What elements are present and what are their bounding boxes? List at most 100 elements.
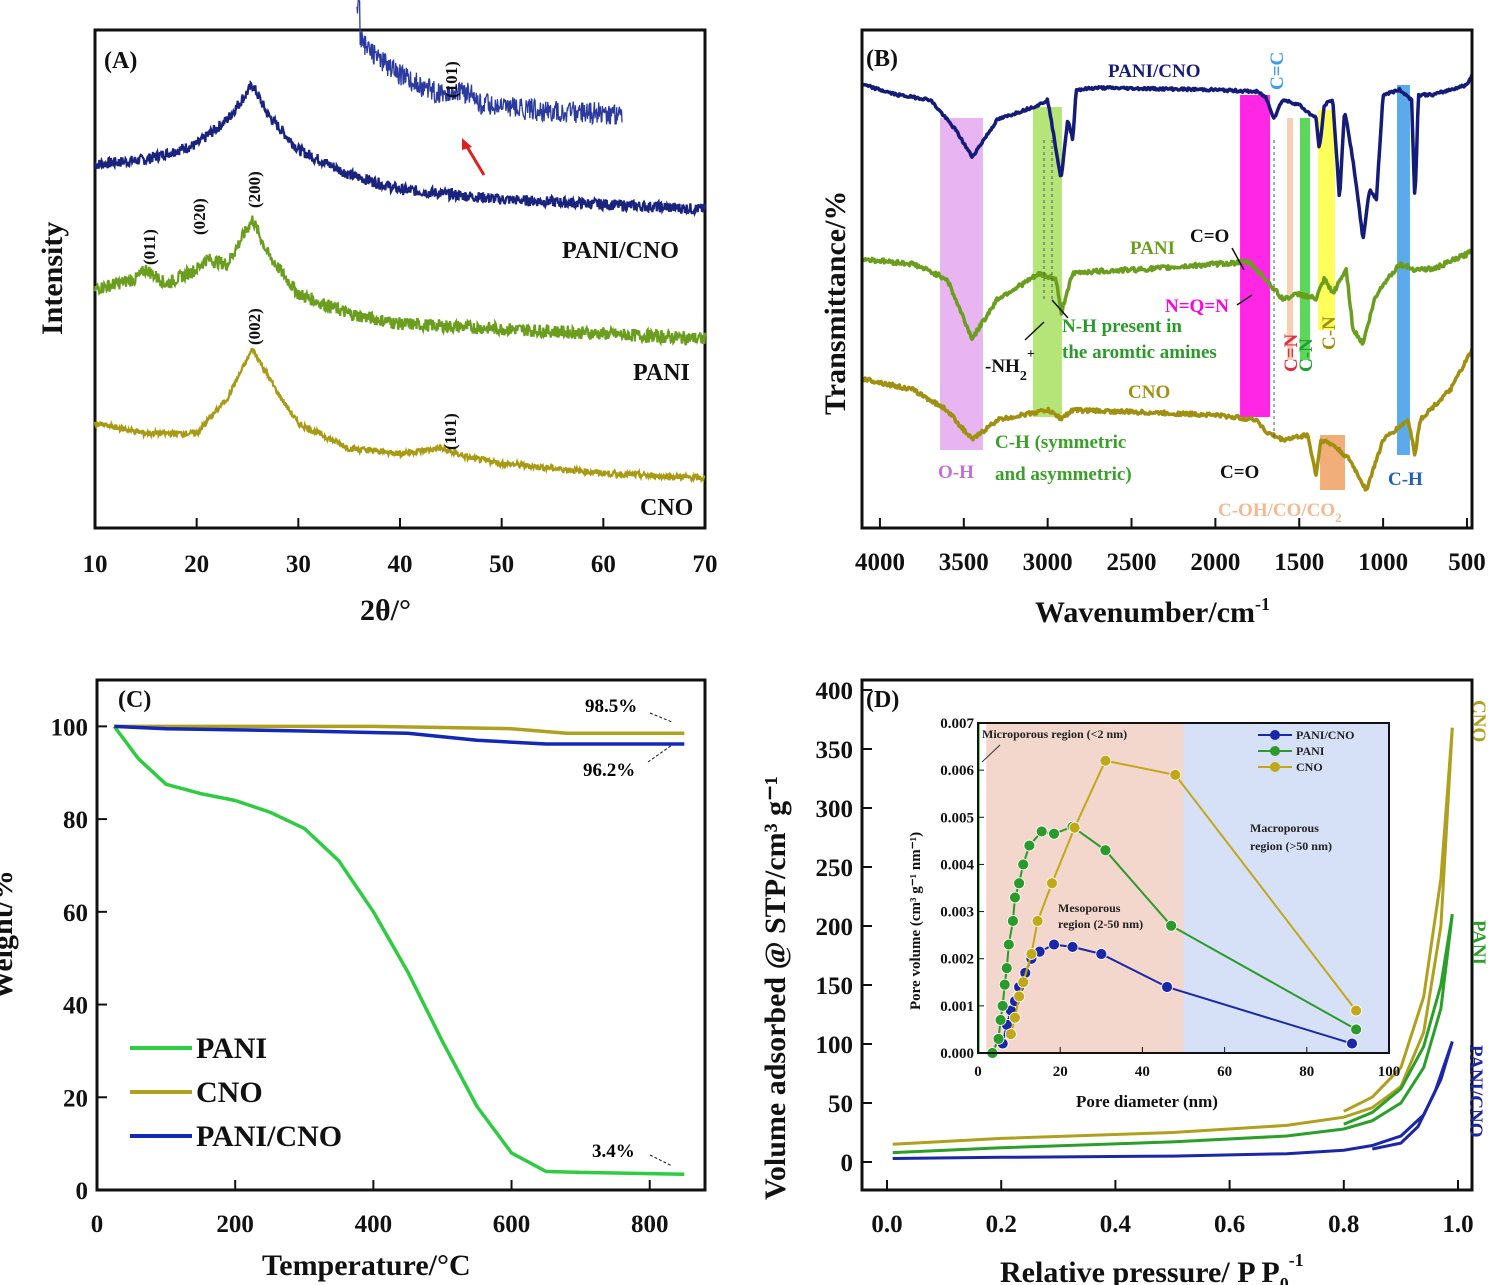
tga-series-cno xyxy=(114,724,685,736)
y-tick-label: 350 xyxy=(816,737,854,764)
y-tick-label: 0 xyxy=(841,1150,854,1177)
inset-y-tick-label: 0.002 xyxy=(940,952,974,968)
x-tick-label: 4000 xyxy=(855,549,905,576)
panel-d-xlabel-sup: -1 xyxy=(1289,1250,1304,1270)
x-tick-label: 1000 xyxy=(1358,549,1408,576)
region-macro xyxy=(1183,723,1389,1053)
inset-y-tick-label: 0.004 xyxy=(940,857,974,873)
b-label-cno: CNO xyxy=(1128,382,1170,403)
inset-y-tick-label: 0.003 xyxy=(940,905,974,921)
panel-b-xlabel-text: Wavenumber/cm xyxy=(1035,596,1255,629)
inset-y-tick-label: 0.000 xyxy=(940,1046,974,1062)
b-label-pani: PANI xyxy=(1130,238,1175,259)
region-meso-line2: region (2-50 nm) xyxy=(1058,917,1143,931)
ftir-series-pani-cno xyxy=(862,73,1474,240)
b-label-oh: O-H xyxy=(938,462,974,483)
inset-point-cno xyxy=(1004,1028,1017,1041)
inset-legend-label-pani-cno: PANI/CNO xyxy=(1296,728,1354,742)
label-pani: PANI xyxy=(633,360,690,386)
inset-legend-label-pani: PANI xyxy=(1296,744,1325,758)
nh-arrow xyxy=(1051,299,1069,319)
x-tick-label: 1.0 xyxy=(1442,1211,1473,1238)
region-micro-label: Microporous region (<2 nm) xyxy=(982,727,1127,741)
peak-label-002: (002) xyxy=(245,308,264,345)
panel-b-frame xyxy=(860,28,1474,530)
panel-c-ylabel: Weight/% xyxy=(0,870,19,1000)
inset-point-pani xyxy=(996,999,1009,1012)
inset-point-pani-cno xyxy=(1048,938,1060,951)
inset-point-pani xyxy=(1009,891,1021,904)
x-tick-label: 10 xyxy=(83,551,108,578)
legend-label-cno: CNO xyxy=(196,1076,263,1109)
arrow-3-4 xyxy=(649,1154,673,1167)
inset-xrd-curve xyxy=(356,0,623,126)
d-label-cno: CNO xyxy=(1468,700,1489,742)
inset-point-pani-cno xyxy=(1346,1037,1358,1050)
inset-point-cno xyxy=(1031,915,1044,927)
x-tick-label: 60 xyxy=(591,551,616,578)
c-eq-o-arrow xyxy=(1231,247,1245,271)
isotherm-desorption-pani-cno xyxy=(1371,1041,1454,1151)
inset-x-tick-label: 80 xyxy=(1299,1064,1314,1080)
xrd-series-pani xyxy=(93,215,707,347)
band-c-n xyxy=(1287,118,1294,360)
x-tick-label: 20 xyxy=(184,551,209,578)
x-tick-label: 40 xyxy=(388,551,413,578)
inset-legend-marker-pani xyxy=(1270,746,1280,756)
x-tick-label: 800 xyxy=(631,1211,669,1238)
inset-point-cno xyxy=(1017,976,1030,989)
x-tick-label: 70 xyxy=(693,551,718,578)
inset-point-pani xyxy=(1350,1023,1363,1036)
inset-point-cno xyxy=(1025,948,1038,960)
label-cno: CNO xyxy=(640,495,693,521)
peak-label-011: (011) xyxy=(140,229,159,265)
x-tick-label: 0.6 xyxy=(1214,1211,1245,1238)
inset-point-cno xyxy=(1099,754,1112,767)
inset-xrd: (101) xyxy=(356,0,623,176)
inset-legend-marker-pani-cno xyxy=(1270,730,1280,740)
inset-legend-marker-cno xyxy=(1270,762,1280,772)
isotherm-desorption-cno xyxy=(1343,727,1454,1113)
panel-d: Volume adsorbed @ STP/cm³ g⁻¹ Relative p… xyxy=(759,678,1489,1285)
tga-series-pani xyxy=(112,725,685,1176)
arrow-98-5 xyxy=(649,712,673,723)
peak-label-020: (020) xyxy=(190,198,209,235)
isotherm-adsorption-cno xyxy=(892,727,1454,1146)
d-label-pani-cno: PANI/CNO xyxy=(1465,1045,1486,1138)
y-tick-label: 150 xyxy=(816,973,854,1000)
inset-point-cno xyxy=(1013,990,1025,1003)
inset-peak-label: (101) xyxy=(442,61,461,98)
panel-c-label: (C) xyxy=(118,687,151,713)
b-label-ch-line2: and asymmetric) xyxy=(995,464,1132,485)
y-tick-label: 250 xyxy=(816,855,854,882)
inset-point-pani xyxy=(1002,938,1015,951)
band-c-h xyxy=(1397,85,1410,455)
panel-d-xlabel: Relative pressure/ P P0-1 xyxy=(1000,1250,1304,1285)
xrd-series-cno xyxy=(93,347,706,484)
inset-x-tick-label: 60 xyxy=(1217,1064,1232,1080)
y-tick-label: 40 xyxy=(63,993,88,1020)
y-tick-label: 300 xyxy=(816,796,854,823)
inset-x-tick-label: 0 xyxy=(974,1064,982,1080)
annotation-98-5: 98.5% xyxy=(585,696,637,717)
b-label-nh-line2: the aromtic amines xyxy=(1062,342,1217,363)
b-label-ch: C-H xyxy=(1388,469,1423,490)
inset-point-pani xyxy=(1017,858,1030,871)
y-tick-label: 0 xyxy=(76,1178,89,1205)
panel-b-ylabel: Transmittance/% xyxy=(819,191,852,415)
ftir-series-pani xyxy=(862,248,1474,346)
panel-c-xlabel: Temperature/°C xyxy=(262,1249,471,1282)
inset-point-cno xyxy=(1046,877,1058,890)
inset-frame xyxy=(977,722,1390,1054)
annotation-3-4: 3.4% xyxy=(592,1141,635,1162)
x-tick-label: 0.0 xyxy=(871,1211,902,1238)
inset-x-tick-label: 100 xyxy=(1378,1064,1401,1080)
inset-red-arrowhead xyxy=(462,138,472,150)
inset-x-tick-label: 20 xyxy=(1053,1064,1068,1080)
inset-point-cno xyxy=(1350,1004,1363,1017)
inset-point-pani xyxy=(994,1014,1007,1026)
inset-point-pani-cno xyxy=(1095,948,1108,960)
inset-xlabel: Pore diameter (nm) xyxy=(1076,1092,1218,1111)
inset-point-pani xyxy=(1007,915,1019,927)
